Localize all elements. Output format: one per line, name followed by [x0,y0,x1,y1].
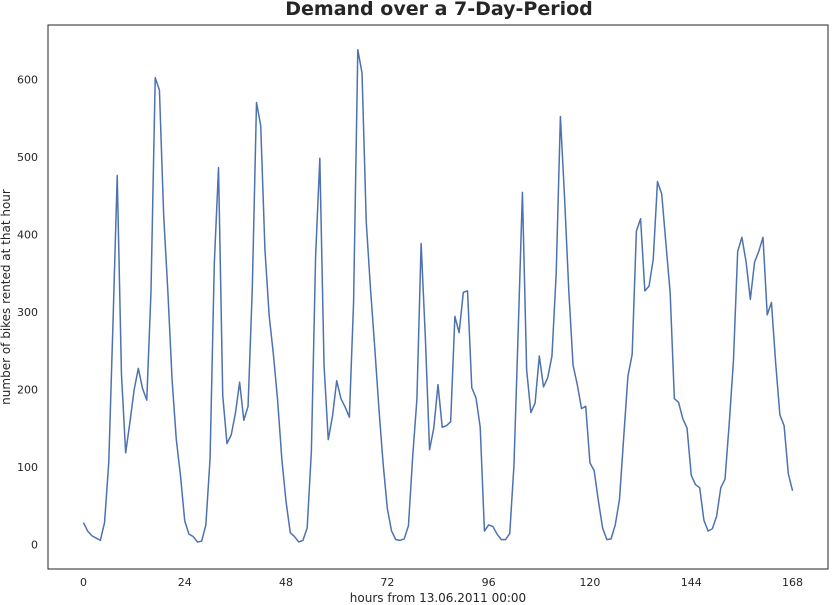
series-line [82,49,794,543]
x-tick-label: 96 [482,576,496,589]
x-tick-label: 144 [681,576,702,589]
x-tick-label: 168 [782,576,803,589]
y-tick-label: 100 [17,461,38,474]
y-tick-label: 600 [17,73,38,86]
chart-title: Demand over a 7-Day-Period [285,0,593,20]
y-tick-label: 200 [17,383,38,396]
x-tick-label: 24 [178,576,192,589]
y-tick-label: 500 [17,151,38,164]
y-tick-label: 400 [17,228,38,241]
y-tick-label: 300 [17,306,38,319]
y-axis-label: number of bikes rented at that hour [0,189,13,405]
x-tick-label: 0 [80,576,87,589]
x-tick-label: 72 [380,576,394,589]
x-axis-label: hours from 13.06.2011 00:00 [350,591,526,605]
y-tick-label: 0 [31,538,38,551]
x-tick-label: 48 [279,576,293,589]
y-axis-ticks: 0 100 200 300 400 500 600 [17,73,38,551]
plot-frame [47,24,829,570]
x-tick-label: 120 [579,576,600,589]
x-axis-ticks: 0 24 48 72 96 120 144 168 [80,576,803,589]
